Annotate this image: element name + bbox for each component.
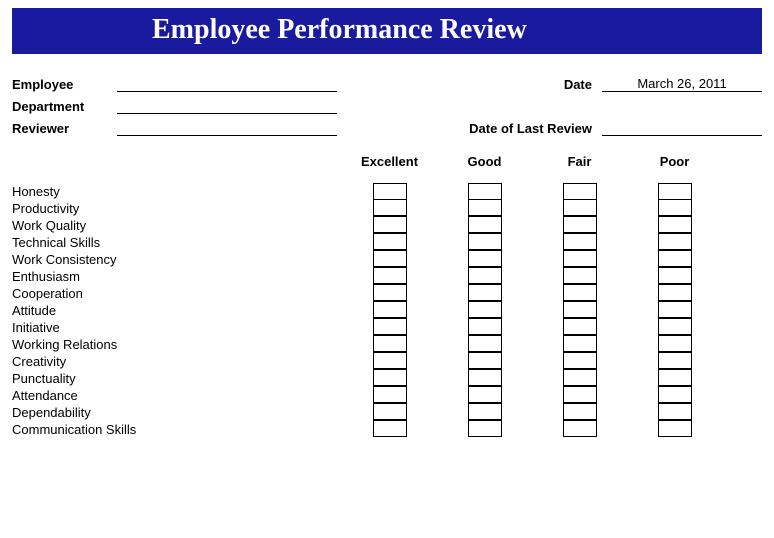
rating-header-good: Good xyxy=(437,154,532,183)
rating-box[interactable] xyxy=(563,352,597,369)
rating-box[interactable] xyxy=(563,369,597,386)
rating-box[interactable] xyxy=(468,183,502,200)
rating-box[interactable] xyxy=(468,216,502,233)
department-input[interactable] xyxy=(117,113,337,114)
rating-box[interactable] xyxy=(468,335,502,352)
employee-label: Employee xyxy=(12,77,117,92)
rating-box[interactable] xyxy=(468,301,502,318)
rating-box[interactable] xyxy=(658,216,692,233)
department-label: Department xyxy=(12,99,117,114)
page-title: Employee Performance Review xyxy=(12,8,762,54)
rating-header-excellent: Excellent xyxy=(342,154,437,183)
rating-box[interactable] xyxy=(373,250,407,267)
rating-box[interactable] xyxy=(468,250,502,267)
rating-box[interactable] xyxy=(373,386,407,403)
rating-box[interactable] xyxy=(373,335,407,352)
rating-box[interactable] xyxy=(468,352,502,369)
rating-box[interactable] xyxy=(658,420,692,437)
rating-box[interactable] xyxy=(373,301,407,318)
rating-box[interactable] xyxy=(468,420,502,437)
rating-box[interactable] xyxy=(658,352,692,369)
rating-header-fair: Fair xyxy=(532,154,627,183)
rating-box[interactable] xyxy=(563,403,597,420)
rating-box[interactable] xyxy=(373,233,407,250)
employee-input[interactable] xyxy=(117,91,337,92)
rating-box[interactable] xyxy=(373,284,407,301)
rating-box[interactable] xyxy=(563,420,597,437)
rating-box[interactable] xyxy=(373,403,407,420)
rating-box[interactable] xyxy=(658,386,692,403)
criteria-label: Dependability xyxy=(12,404,342,421)
rating-box[interactable] xyxy=(373,420,407,437)
date-label: Date xyxy=(564,77,602,92)
rating-box[interactable] xyxy=(373,318,407,335)
rating-box[interactable] xyxy=(468,386,502,403)
criteria-label: Punctuality xyxy=(12,370,342,387)
rating-box[interactable] xyxy=(373,216,407,233)
reviewer-input[interactable] xyxy=(117,135,337,136)
criteria-label: Working Relations xyxy=(12,336,342,353)
rating-box[interactable] xyxy=(658,233,692,250)
rating-box[interactable] xyxy=(468,233,502,250)
criteria-label: Communication Skills xyxy=(12,421,342,438)
rating-box[interactable] xyxy=(658,301,692,318)
rating-box[interactable] xyxy=(468,267,502,284)
rating-box[interactable] xyxy=(563,318,597,335)
rating-box[interactable] xyxy=(373,183,407,200)
criteria-label: Initiative xyxy=(12,319,342,336)
rating-grid: ExcellentGoodFairPoor HonestyProductivity… xyxy=(12,154,762,438)
rating-box[interactable] xyxy=(468,369,502,386)
rating-box[interactable] xyxy=(563,335,597,352)
rating-box[interactable] xyxy=(658,318,692,335)
rating-box[interactable] xyxy=(563,199,597,216)
rating-box[interactable] xyxy=(563,267,597,284)
criteria-label: Creativity xyxy=(12,353,342,370)
rating-box[interactable] xyxy=(468,318,502,335)
criteria-label: Technical Skills xyxy=(12,234,342,251)
rating-box[interactable] xyxy=(658,335,692,352)
criteria-label: Attendance xyxy=(12,387,342,404)
rating-box[interactable] xyxy=(658,369,692,386)
rating-box[interactable] xyxy=(468,284,502,301)
rating-box[interactable] xyxy=(563,233,597,250)
criteria-label: Work Consistency xyxy=(12,251,342,268)
criteria-label: Enthusiasm xyxy=(12,268,342,285)
rating-box[interactable] xyxy=(563,284,597,301)
rating-box[interactable] xyxy=(658,267,692,284)
criteria-label: Attitude xyxy=(12,302,342,319)
rating-header-poor: Poor xyxy=(627,154,722,183)
rating-box[interactable] xyxy=(468,403,502,420)
rating-box[interactable] xyxy=(563,301,597,318)
reviewer-label: Reviewer xyxy=(12,121,117,136)
rating-box[interactable] xyxy=(563,250,597,267)
rating-box[interactable] xyxy=(658,403,692,420)
rating-box[interactable] xyxy=(658,250,692,267)
rating-box[interactable] xyxy=(468,199,502,216)
rating-box[interactable] xyxy=(658,284,692,301)
criteria-label: Productivity xyxy=(12,200,342,217)
header-fields: Employee Date March 26, 2011 Department … xyxy=(12,74,762,136)
rating-box[interactable] xyxy=(563,183,597,200)
criteria-label: Honesty xyxy=(12,183,342,200)
last-review-label: Date of Last Review xyxy=(469,121,602,136)
rating-box[interactable] xyxy=(563,386,597,403)
rating-box[interactable] xyxy=(373,352,407,369)
rating-box[interactable] xyxy=(658,199,692,216)
rating-box[interactable] xyxy=(373,267,407,284)
date-input[interactable]: March 26, 2011 xyxy=(602,76,762,92)
last-review-input[interactable] xyxy=(602,135,762,136)
criteria-label: Cooperation xyxy=(12,285,342,302)
criteria-label: Work Quality xyxy=(12,217,342,234)
rating-box[interactable] xyxy=(373,199,407,216)
rating-box[interactable] xyxy=(563,216,597,233)
rating-box[interactable] xyxy=(658,183,692,200)
rating-box[interactable] xyxy=(373,369,407,386)
